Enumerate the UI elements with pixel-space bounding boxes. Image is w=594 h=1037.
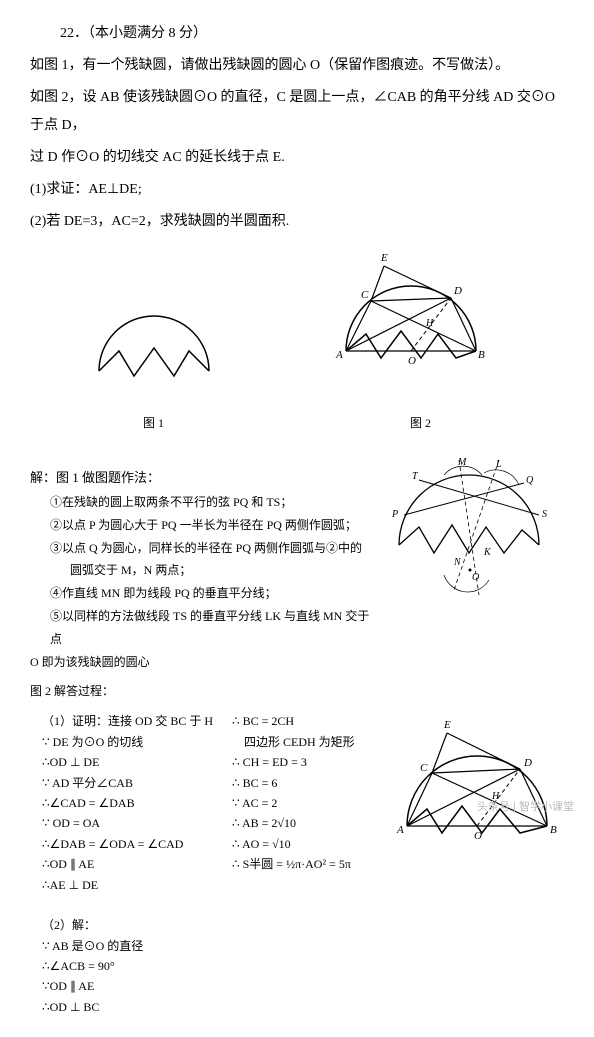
label-Q: Q (526, 475, 534, 486)
label-T: T (412, 471, 419, 482)
solution-1-section: 解：图 1 做图题作法： ①在残缺的圆上取两条不平行的弦 PQ 和 TS； ②以… (30, 455, 564, 673)
proof-line: ∴ BC = 6 (232, 773, 372, 793)
figure-2-caption: 图 2 (326, 411, 516, 435)
problem-line2: 如图 2，设 AB 使该残缺圆⊙O 的直径，C 是圆上一点，∠CAB 的角平分线… (30, 84, 564, 140)
proof-line (42, 895, 212, 915)
label-A: A (335, 349, 343, 361)
label-C: C (361, 289, 369, 301)
sol1-s2: ②以点 P 为圆心大于 PQ 一半长为半径在 PQ 两侧作圆弧； (50, 514, 374, 537)
label-O3: O (474, 830, 482, 842)
solution-2-section: （1）证明：连接 OD 交 BC 于 H∵ DE 为⊙O 的切线∴OD ⊥ DE… (30, 711, 564, 1017)
proof-line: （2）解： (42, 915, 212, 935)
proof-line: ∴ BC = 2CH (232, 711, 372, 731)
figure-1-svg (79, 276, 229, 396)
problem-number: 22．（本小题满分 8 分） (30, 20, 564, 48)
proof-line: 四边形 CEDH 为矩形 (232, 732, 372, 752)
label-B: B (478, 349, 485, 361)
figure-2-detail-svg: E D C H A O B (392, 711, 572, 871)
label-E: E (380, 252, 388, 264)
label-H: H (425, 318, 434, 329)
figure-2-svg: E D C H A O B (326, 246, 516, 396)
label-K: K (483, 547, 492, 558)
construction-svg: M L Q T P S N K O (384, 455, 564, 625)
proof-line: ∴AE ⊥ DE (42, 875, 212, 895)
proof-line: ∴OD ⊥ DE (42, 752, 212, 772)
proof-line: ∴∠ACB = 90° (42, 956, 212, 976)
sol1-s1: ①在残缺的圆上取两条不平行的弦 PQ 和 TS； (50, 491, 374, 514)
sol2-figure: E D C H A O B (392, 711, 572, 1017)
proof-line: ∴OD ∥ AE (42, 854, 212, 874)
label-O2: O (472, 572, 479, 583)
label-N: N (453, 557, 462, 568)
sol2-col2: ∴ BC = 2CH 四边形 CEDH 为矩形∴ CH = ED = 3∴ BC… (232, 711, 372, 1017)
figures-row: 图 1 E D C H A O B 图 2 (30, 246, 564, 435)
proof-line: ∵ AC = 2 (232, 793, 372, 813)
sol1-s5: ⑤以同样的方法做线段 TS 的垂直平分线 LK 与直线 MN 交于点 (50, 605, 374, 651)
proof-line: ∴ AO = √10 (232, 834, 372, 854)
label-O: O (408, 355, 416, 367)
sol2-col1: （1）证明：连接 OD 交 BC 于 H∵ DE 为⊙O 的切线∴OD ⊥ DE… (30, 711, 212, 1017)
proof-line: ∵OD ∥ AE (42, 976, 212, 996)
proof-line: ∴∠CAD = ∠DAB (42, 793, 212, 813)
proof-line: ∴ AB = 2√10 (232, 813, 372, 833)
proof-line: ∵ OD = OA (42, 813, 212, 833)
sol1-s3b: 圆弧交于 M，N 两点； (50, 559, 374, 582)
label-L: L (495, 459, 502, 470)
proof-line: ∵ AD 平分∠CAB (42, 773, 212, 793)
solution1-header: 解：图 1 做图题作法： (30, 465, 374, 491)
figure-2-block: E D C H A O B 图 2 (326, 246, 516, 435)
label-M: M (457, 457, 467, 468)
label-C2: C (420, 762, 428, 774)
sol1-s3: ③以点 Q 为圆心，同样长的半径在 PQ 两侧作圆弧与②中的 (50, 537, 374, 560)
proof-line: ∴∠DAB = ∠ODA = ∠CAD (42, 834, 212, 854)
problem-q2: (2)若 DE=3，AC=2，求残缺圆的半圆面积. (30, 208, 564, 236)
watermark: 头条号 | 智学小课堂 (477, 796, 574, 818)
label-S: S (542, 509, 547, 520)
problem-line1: 如图 1，有一个残缺圆，请做出残缺圆的圆心 O（保留作图痕迹。不写做法）。 (30, 52, 564, 80)
label-D2: D (523, 757, 532, 769)
sol1-s5b: O 即为该残缺圆的圆心 (30, 651, 374, 674)
proof-line: ∴ S半圆 = ½π·AO² = 5π (232, 854, 372, 874)
problem-line3: 过 D 作⊙O 的切线交 AC 的延长线于点 E. (30, 144, 564, 172)
sol1-s4: ④作直线 MN 即为线段 PQ 的垂直平分线； (50, 582, 374, 605)
figure-1-caption: 图 1 (79, 411, 229, 435)
proof-line: ∴OD ⊥ BC (42, 997, 212, 1017)
figure-1-block: 图 1 (79, 276, 229, 435)
label-E2: E (443, 719, 451, 731)
label-A2: A (396, 824, 404, 836)
solution2-header: 图 2 解答过程： (30, 679, 564, 703)
proof-line: ∴ CH = ED = 3 (232, 752, 372, 772)
label-D: D (453, 285, 462, 297)
label-B2: B (550, 824, 557, 836)
proof-line: （1）证明：连接 OD 交 BC 于 H (42, 711, 212, 731)
label-P: P (391, 509, 398, 520)
proof-line: ∵ DE 为⊙O 的切线 (42, 732, 212, 752)
proof-line: ∵ AB 是⊙O 的直径 (42, 936, 212, 956)
problem-q1: (1)求证：AE⊥DE; (30, 176, 564, 204)
solution1-steps: ①在残缺的圆上取两条不平行的弦 PQ 和 TS； ②以点 P 为圆心大于 PQ … (30, 491, 374, 673)
